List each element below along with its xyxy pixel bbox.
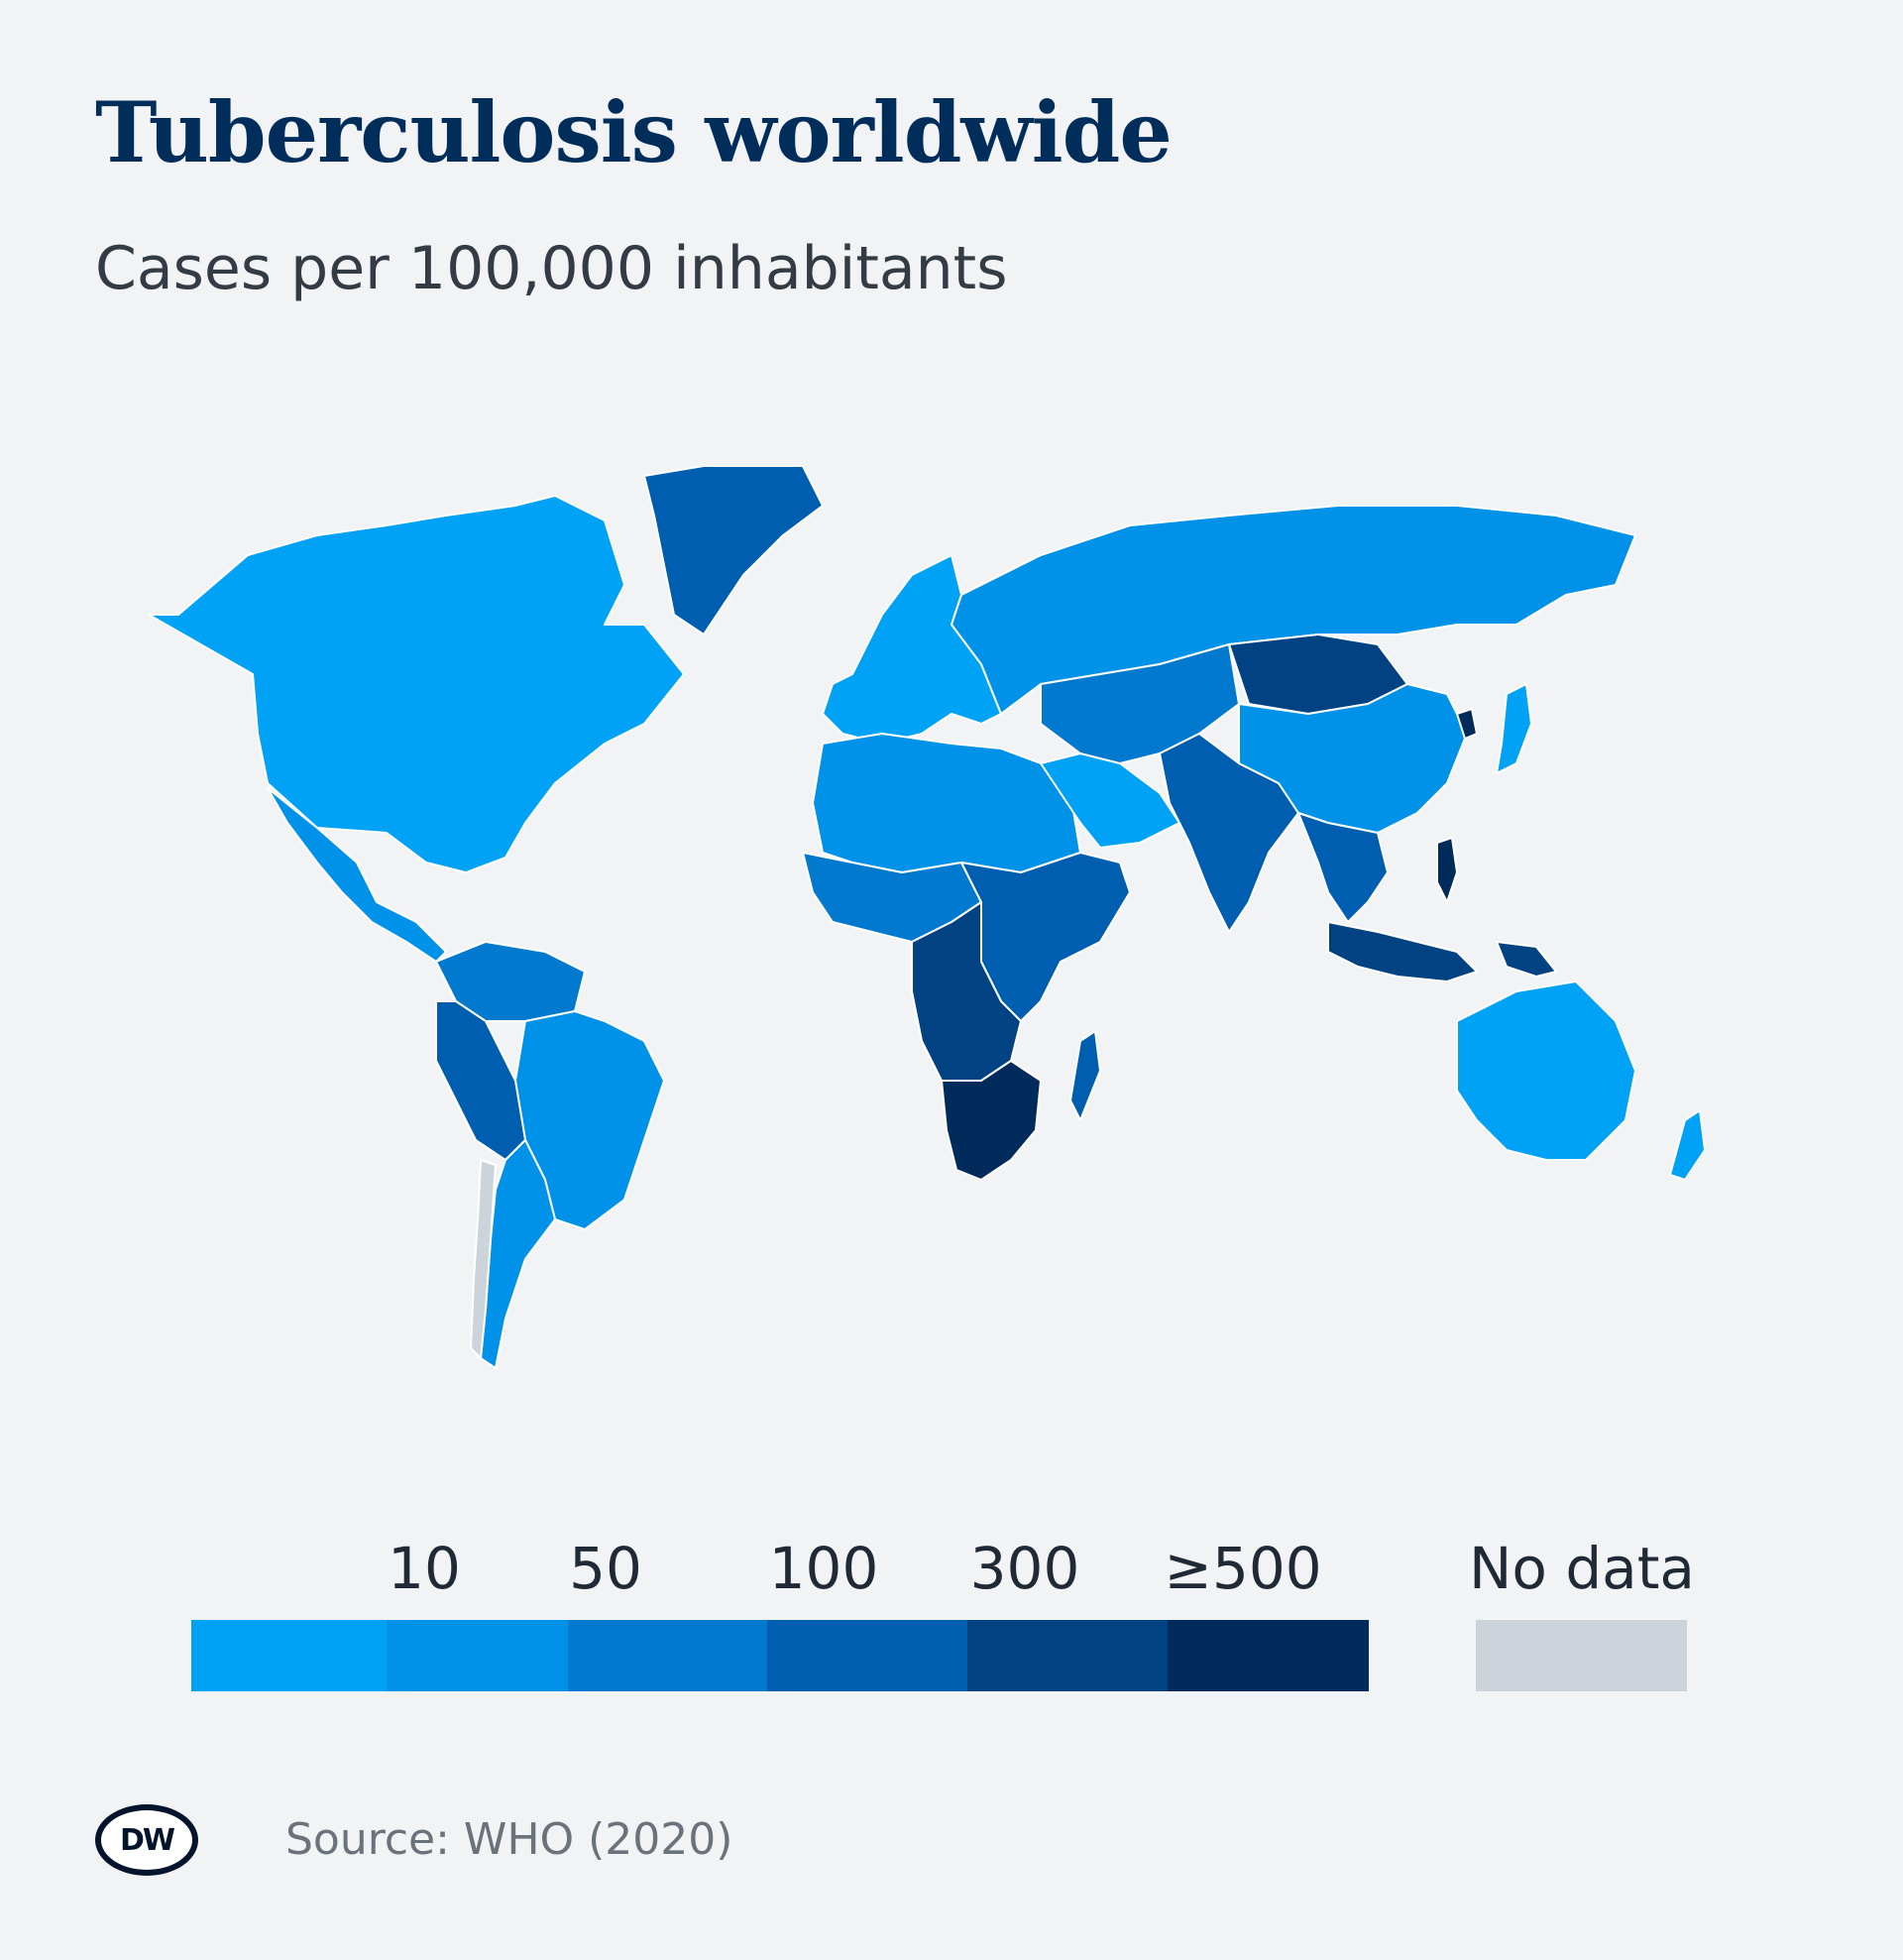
region-papua-new-guinea bbox=[1496, 941, 1557, 978]
region-north-america bbox=[148, 495, 685, 873]
region-southern-africa bbox=[941, 1060, 1042, 1181]
region-central-africa bbox=[911, 901, 1022, 1082]
region-europe bbox=[822, 554, 1002, 745]
region-madagascar bbox=[1069, 1030, 1101, 1121]
region-south-asia bbox=[1159, 733, 1299, 933]
region-australia bbox=[1456, 980, 1636, 1161]
region-chile-coast bbox=[470, 1159, 497, 1359]
region-new-zealand bbox=[1669, 1109, 1706, 1181]
dw-logo-text: DW bbox=[120, 1822, 175, 1858]
region-north-africa bbox=[812, 733, 1081, 873]
legend-swatch-0 bbox=[191, 1620, 387, 1691]
region-greenland bbox=[643, 466, 824, 635]
legend-swatch-5 bbox=[1168, 1620, 1369, 1691]
dw-logo: DW bbox=[95, 1804, 198, 1876]
world-map bbox=[148, 466, 1706, 1369]
region-russia bbox=[951, 505, 1636, 715]
legend-swatch-4 bbox=[967, 1620, 1168, 1691]
legend-swatch-no-data bbox=[1476, 1620, 1687, 1691]
chart-title: Tuberculosis worldwide bbox=[95, 83, 1173, 181]
region-indonesia bbox=[1327, 921, 1478, 982]
legend-label-100: 100 bbox=[768, 1535, 879, 1602]
legend-label-10: 10 bbox=[388, 1535, 461, 1602]
region-north-korea bbox=[1456, 708, 1478, 740]
legend-swatch-2 bbox=[568, 1620, 767, 1691]
region-andes bbox=[435, 1000, 526, 1161]
chart-subtitle: Cases per 100,000 inhabitants bbox=[95, 234, 1008, 303]
legend-label-500: ≥500 bbox=[1164, 1535, 1322, 1602]
region-japan bbox=[1496, 683, 1532, 774]
legend-label-no-data: No data bbox=[1469, 1535, 1695, 1602]
region-philippines bbox=[1436, 837, 1458, 903]
legend-label-50: 50 bbox=[569, 1535, 642, 1602]
region-southeast-asia bbox=[1297, 812, 1389, 923]
legend-label-300: 300 bbox=[969, 1535, 1080, 1602]
source-note: Source: WHO (2020) bbox=[285, 1814, 733, 1865]
legend-swatch-3 bbox=[767, 1620, 967, 1691]
legend-swatch-1 bbox=[387, 1620, 568, 1691]
region-china bbox=[1238, 683, 1468, 834]
